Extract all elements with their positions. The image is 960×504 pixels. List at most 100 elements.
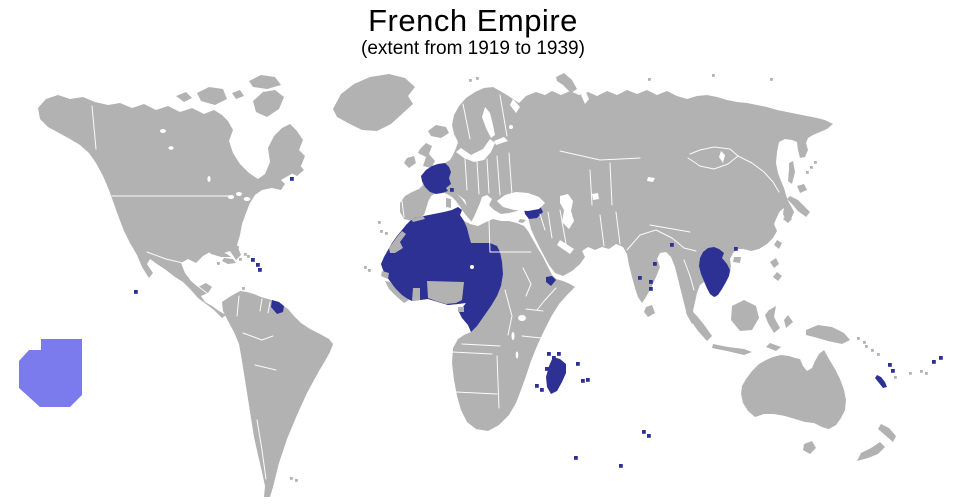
france-region	[421, 163, 451, 194]
border-iraq-persia	[559, 209, 567, 245]
island-dot	[364, 266, 367, 269]
island-dot	[242, 287, 245, 290]
french-territory-dot	[256, 263, 260, 267]
french-territory-dot	[932, 360, 936, 364]
lake-michigan	[236, 192, 242, 196]
island-dot	[378, 221, 381, 224]
borneo-island	[731, 300, 759, 331]
border-syria-iraq	[539, 213, 546, 231]
victoria-island	[197, 87, 227, 105]
french-territory-dot	[574, 456, 578, 460]
border-bolivia	[254, 364, 277, 371]
french-territory-dot	[939, 356, 943, 360]
island-dot	[894, 376, 897, 379]
island-dot	[909, 372, 912, 375]
island-dot	[806, 171, 809, 174]
french-indochina-region	[699, 247, 730, 297]
french-territory-dot	[891, 369, 895, 373]
border-belgian-congo-east	[504, 289, 513, 336]
lake-tanganyika	[511, 332, 515, 340]
seas-lakes-group	[160, 90, 725, 359]
border-persia-afghanistan	[599, 214, 605, 247]
french-north-west-africa-region	[381, 207, 503, 332]
french-territory-dot	[638, 276, 642, 280]
gulf-of-finland-sea	[494, 137, 508, 145]
tasmania-island	[803, 441, 816, 454]
new-zealand-north-island	[878, 424, 896, 442]
sumatra-island	[686, 309, 712, 341]
black-sea	[497, 192, 545, 211]
border-bechuanaland	[496, 355, 500, 409]
border-russia-china-east	[737, 155, 780, 193]
sri-lanka-island	[644, 305, 655, 317]
island-dot	[385, 232, 388, 235]
aral-sea	[592, 193, 599, 200]
island-dot	[863, 341, 866, 344]
french-territory-dot	[547, 352, 551, 356]
sakhalin-island	[788, 161, 795, 184]
skagerrak-sea	[444, 138, 457, 156]
taiwan-island	[774, 240, 782, 249]
island-dot	[871, 349, 874, 352]
french-territory-dot	[888, 363, 892, 367]
sardinia-island	[446, 198, 451, 208]
island-dot	[368, 269, 371, 272]
french-territory-dot	[647, 434, 651, 438]
island-dot	[920, 370, 923, 373]
french-territory-dot	[545, 367, 549, 371]
sierra-leone-liberia-enclave	[385, 281, 409, 303]
border-turkestan-west	[589, 169, 593, 206]
south-america-landmass	[222, 291, 333, 497]
island-dot	[295, 479, 298, 482]
new-guinea-island	[806, 325, 850, 344]
island-dot	[380, 230, 383, 233]
french-territory-dot	[450, 188, 454, 192]
island-dot	[217, 262, 220, 265]
newfoundland-island	[288, 163, 304, 176]
french-territory-dot	[134, 290, 138, 294]
persian-gulf-sea	[557, 240, 574, 254]
french-territory-dot	[653, 262, 657, 266]
philippines-south-island	[773, 272, 782, 281]
iceland-island	[428, 125, 449, 138]
baffin-island	[253, 90, 284, 117]
lake-huron-erie	[243, 197, 251, 201]
ellesmere-island	[249, 75, 281, 89]
gulf-of-bothnia-sea	[482, 107, 495, 138]
island-dot	[244, 253, 247, 256]
border-poland-east	[496, 155, 501, 196]
cyprus-island	[518, 219, 526, 223]
island-dot	[925, 372, 928, 375]
white-sea	[510, 99, 520, 113]
great-slave-lake	[168, 146, 174, 150]
hokkaido-island	[797, 184, 807, 193]
border-tibet	[649, 224, 691, 233]
french-territory-dot	[557, 352, 561, 356]
caspian-sea	[560, 194, 574, 229]
island-dot	[469, 79, 472, 82]
french-territory-dot	[649, 280, 653, 284]
moluccas-islet	[784, 315, 793, 328]
rio-de-oro-enclave	[389, 231, 406, 253]
border-belgian-congo-south	[461, 343, 501, 347]
cuba-island	[207, 250, 231, 257]
border-libya-egypt	[488, 220, 491, 253]
french-territory-dot	[649, 287, 653, 291]
border-southwest-africa	[455, 391, 498, 395]
country-borders-group	[91, 94, 780, 480]
ireland-island	[404, 156, 416, 168]
colonial-enclaves-group	[381, 216, 464, 312]
philippines-north-island	[770, 258, 779, 268]
border-turkey-iraq	[547, 211, 553, 239]
french-empire-group	[271, 163, 887, 394]
island-dot	[712, 74, 715, 77]
french-territory-dot	[619, 464, 623, 468]
border-turkestan-east	[609, 162, 613, 206]
island-dot	[476, 77, 479, 80]
french-territory-dot	[670, 243, 674, 247]
border-mexico-guatemala	[198, 286, 208, 294]
nigeria-enclave	[427, 281, 464, 304]
border-us-mexico	[146, 251, 188, 265]
island-dot	[290, 477, 293, 480]
